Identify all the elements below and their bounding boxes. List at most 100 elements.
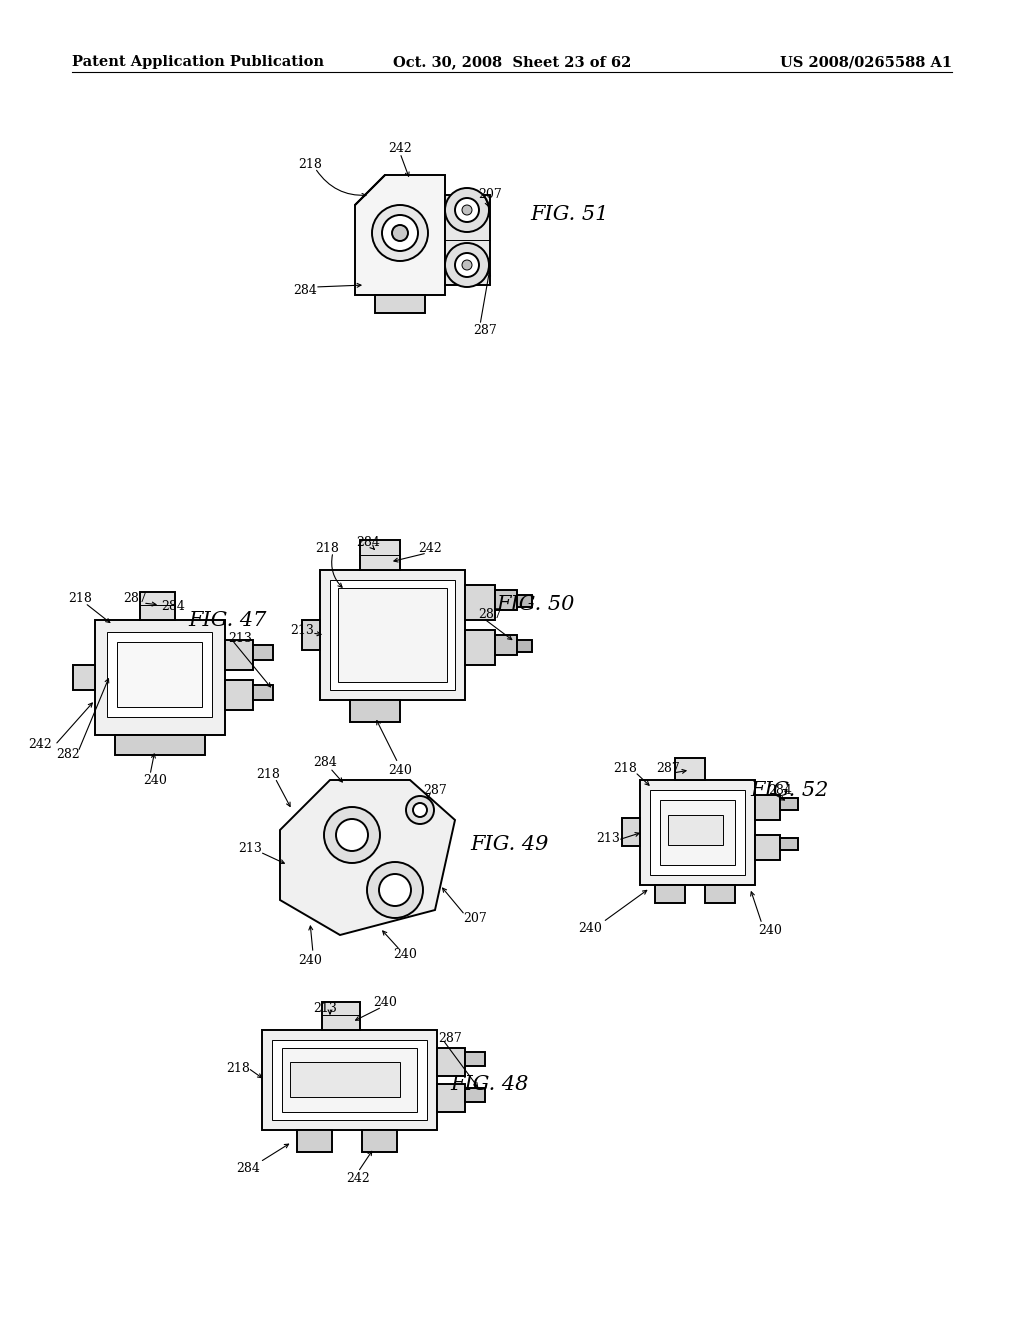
- Bar: [282, 1048, 417, 1111]
- Circle shape: [455, 198, 479, 222]
- Circle shape: [445, 187, 489, 232]
- Text: 213: 213: [290, 623, 314, 636]
- Bar: [517, 595, 532, 607]
- Bar: [338, 587, 447, 682]
- Text: 240: 240: [579, 921, 602, 935]
- Text: FIG. 48: FIG. 48: [451, 1076, 529, 1094]
- Circle shape: [392, 224, 408, 242]
- Bar: [755, 795, 780, 820]
- Circle shape: [372, 205, 428, 261]
- Text: 242: 242: [346, 1172, 370, 1184]
- Text: 213: 213: [228, 631, 252, 644]
- Text: 240: 240: [373, 995, 397, 1008]
- Bar: [640, 780, 755, 884]
- Bar: [73, 665, 95, 690]
- Circle shape: [324, 807, 380, 863]
- Text: 213: 213: [238, 842, 262, 854]
- Bar: [253, 685, 273, 700]
- Text: 218: 218: [613, 762, 637, 775]
- Bar: [290, 1063, 400, 1097]
- Circle shape: [413, 803, 427, 817]
- Text: 240: 240: [393, 949, 417, 961]
- Text: FIG. 50: FIG. 50: [496, 595, 574, 615]
- Text: 240: 240: [298, 953, 322, 966]
- Circle shape: [445, 243, 489, 286]
- Text: 240: 240: [388, 763, 412, 776]
- Bar: [302, 620, 319, 649]
- Bar: [117, 642, 202, 708]
- Circle shape: [455, 253, 479, 277]
- Bar: [465, 1052, 485, 1067]
- Text: 240: 240: [143, 774, 167, 787]
- Bar: [755, 836, 780, 861]
- Circle shape: [367, 862, 423, 917]
- Text: 213: 213: [596, 832, 620, 845]
- Bar: [360, 540, 400, 570]
- Bar: [297, 1130, 332, 1152]
- Circle shape: [462, 260, 472, 271]
- Bar: [465, 630, 495, 665]
- Text: 218: 218: [68, 591, 92, 605]
- Text: 287: 287: [478, 609, 502, 622]
- Bar: [437, 1048, 465, 1076]
- Text: 282: 282: [56, 748, 80, 762]
- Circle shape: [462, 205, 472, 215]
- Text: 218: 218: [315, 541, 339, 554]
- Bar: [253, 645, 273, 660]
- Text: 207: 207: [463, 912, 486, 924]
- Bar: [495, 635, 517, 655]
- Bar: [272, 1040, 427, 1119]
- Bar: [465, 1088, 485, 1102]
- Polygon shape: [355, 176, 445, 294]
- Bar: [622, 818, 640, 846]
- Bar: [780, 838, 798, 850]
- Bar: [262, 1030, 437, 1130]
- Bar: [495, 590, 517, 610]
- Text: 242: 242: [28, 738, 52, 751]
- Circle shape: [379, 874, 411, 906]
- Bar: [106, 632, 212, 717]
- Bar: [322, 1002, 360, 1030]
- Bar: [445, 195, 490, 285]
- Text: 242: 242: [418, 541, 442, 554]
- Bar: [319, 570, 465, 700]
- Text: FIG. 51: FIG. 51: [530, 206, 609, 224]
- Bar: [655, 884, 685, 903]
- Bar: [225, 680, 253, 710]
- Bar: [517, 640, 532, 652]
- Text: 287: 287: [656, 762, 680, 775]
- Text: 287: 287: [123, 591, 146, 605]
- Bar: [437, 1084, 465, 1111]
- Bar: [675, 758, 705, 780]
- Text: 284: 284: [237, 1162, 260, 1175]
- Bar: [705, 884, 735, 903]
- Bar: [465, 585, 495, 620]
- Text: 218: 218: [226, 1061, 250, 1074]
- Text: 213: 213: [313, 1002, 337, 1015]
- Bar: [668, 814, 723, 845]
- Circle shape: [382, 215, 418, 251]
- Text: 284: 284: [313, 756, 337, 770]
- Text: 218: 218: [256, 768, 280, 781]
- Text: US 2008/0265588 A1: US 2008/0265588 A1: [780, 55, 952, 69]
- Bar: [780, 799, 798, 810]
- Text: 284: 284: [293, 284, 317, 297]
- Text: 242: 242: [388, 141, 412, 154]
- Text: Patent Application Publication: Patent Application Publication: [72, 55, 324, 69]
- Text: 287: 287: [423, 784, 446, 796]
- Text: 240: 240: [758, 924, 782, 936]
- Bar: [330, 579, 455, 690]
- Text: FIG. 52: FIG. 52: [751, 780, 829, 800]
- Bar: [362, 1130, 397, 1152]
- Text: 287: 287: [473, 323, 497, 337]
- Circle shape: [336, 818, 368, 851]
- Polygon shape: [280, 780, 455, 935]
- Circle shape: [406, 796, 434, 824]
- Text: 287: 287: [438, 1031, 462, 1044]
- Text: FIG. 47: FIG. 47: [188, 610, 267, 630]
- Text: FIG. 49: FIG. 49: [471, 836, 549, 854]
- Bar: [95, 620, 225, 735]
- Text: 284: 284: [356, 536, 380, 549]
- Bar: [660, 800, 735, 865]
- Text: 207: 207: [478, 189, 502, 202]
